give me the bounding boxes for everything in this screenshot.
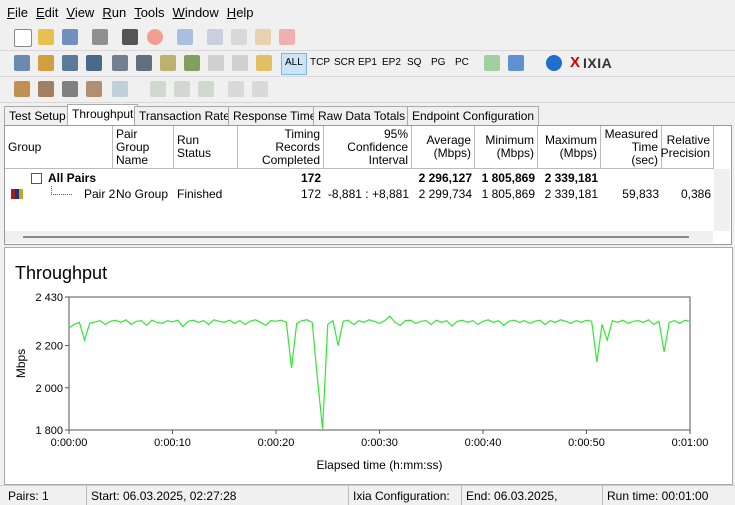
x-tick-label: 0:00:00	[51, 437, 88, 449]
tab[interactable]: Test Setup	[4, 106, 71, 125]
menu-item[interactable]: Edit	[35, 5, 59, 20]
tree-line	[51, 186, 72, 195]
status-field: End: 06.03.2025, 02:28:28	[461, 486, 601, 505]
logo: IXIA	[583, 55, 613, 71]
table-cell: 1 805,869	[481, 187, 535, 201]
filter-button[interactable]: SQ	[407, 57, 422, 68]
x-tick-label: 0:00:10	[154, 437, 191, 449]
plot-area	[68, 296, 691, 431]
y-tick-label: 2 430	[35, 292, 63, 304]
tab[interactable]: Raw Data Totals	[313, 106, 411, 125]
table-cell: -8,881 : +8,881	[327, 187, 409, 201]
y-tick-label: 2 000	[35, 383, 63, 395]
y-tick-label: 2 200	[35, 341, 63, 353]
tab[interactable]: Endpoint Configuration	[407, 106, 540, 125]
status-field: Ixia Configuration:	[348, 486, 460, 505]
table-cell: Finished	[177, 187, 223, 201]
column-header[interactable]: Pair Group Name	[113, 126, 174, 169]
status-bar: Pairs: 1 Start: 06.03.2025, 02:27:28 Ixia …	[0, 485, 735, 505]
column-header[interactable]: Average (Mbps)	[412, 126, 475, 169]
filter-button[interactable]: EP1	[358, 57, 377, 68]
y-tick-label: 1 800	[35, 425, 63, 437]
column-header[interactable]: 95% Confidence Interval	[324, 126, 412, 169]
h-scrollbar[interactable]	[5, 231, 713, 243]
menu-item[interactable]: Run	[102, 5, 127, 20]
table-cell: 2 299,734	[418, 187, 472, 201]
status-field: Run time: 00:01:00	[602, 486, 735, 505]
table-cell: 2 296,127	[418, 171, 472, 185]
menu-item[interactable]: Window	[172, 5, 219, 20]
toolbar	[0, 76, 735, 103]
y-axis-label: Mbps	[14, 349, 28, 378]
column-header[interactable]: Minimum (Mbps)	[475, 126, 538, 169]
column-header[interactable]: Run Status	[174, 126, 238, 169]
column-header[interactable]: Maximum (Mbps)	[538, 126, 601, 169]
x-tick-label: 0:01:00	[672, 437, 709, 449]
x-tick-label: 0:00:50	[568, 437, 605, 449]
filter-button[interactable]: PG	[431, 57, 446, 68]
x-tick-label: 0:00:30	[361, 437, 398, 449]
x-tick-label: 0:00:20	[258, 437, 295, 449]
menu-bar: File Edit View Run Tools Window Help	[4, 0, 259, 24]
filter-button[interactable]: EP2	[382, 57, 401, 68]
column-header[interactable]: Group	[5, 126, 113, 169]
column-header[interactable]: Measured Time (sec)	[601, 126, 662, 169]
menu-item[interactable]: View	[66, 5, 95, 20]
tab[interactable]: Transaction Rate	[134, 106, 235, 125]
table-cell: 1 805,869	[481, 171, 535, 185]
table-cell: No Group	[116, 187, 169, 201]
table-cell: Pair 2	[84, 187, 116, 201]
menu-item[interactable]: Tools	[134, 5, 165, 20]
pair-icon	[11, 189, 23, 199]
table-cell: 2 339,181	[544, 187, 598, 201]
table-cell: 2 339,181	[544, 171, 598, 185]
menu-item[interactable]: Help	[226, 5, 254, 20]
throughput-line	[68, 315, 691, 429]
toolbar: X ALL TCP SCR EP1 EP2 SQ PG PC IXIA	[0, 50, 735, 77]
x-axis-label: Elapsed time (h:mm:ss)	[316, 458, 442, 472]
status-field: Pairs: 1	[8, 489, 49, 503]
collapse-icon	[31, 173, 42, 184]
chart: Throughput Mbps Elapsed time (h:mm:ss) 1 80…	[14, 263, 709, 472]
tab[interactable]: Response Time	[228, 106, 322, 125]
chart-title: Throughput	[15, 263, 107, 283]
table-cell: 59,833	[622, 187, 659, 201]
table-cell: 172	[300, 171, 321, 185]
chart-pane: Throughput Mbps Elapsed time (h:mm:ss) 1 80…	[4, 247, 733, 485]
table-cell: 0,386	[680, 187, 711, 201]
v-scrollbar[interactable]	[714, 169, 730, 231]
tab[interactable]: Throughput	[67, 104, 139, 126]
x-tick-label: 0:00:40	[465, 437, 502, 449]
column-header[interactable]: Timing Records Completed	[238, 126, 324, 169]
table-cell: 172	[300, 187, 321, 201]
menu-item[interactable]: File	[7, 5, 28, 20]
status-field: Start: 06.03.2025, 02:27:28	[86, 486, 348, 505]
filter-button[interactable]: ALL	[285, 57, 303, 68]
results-table: Group Pair Group Name Run Status Timing Rec…	[4, 125, 732, 245]
column-header[interactable]: Relative Precision	[661, 126, 714, 169]
logo-x: X	[570, 54, 581, 71]
toolbar	[0, 24, 735, 51]
filter-button[interactable]: SCR	[334, 57, 356, 68]
filter-button[interactable]: TCP	[310, 57, 330, 68]
table-cell: All Pairs	[48, 171, 97, 185]
filter-button[interactable]: PC	[455, 57, 469, 68]
